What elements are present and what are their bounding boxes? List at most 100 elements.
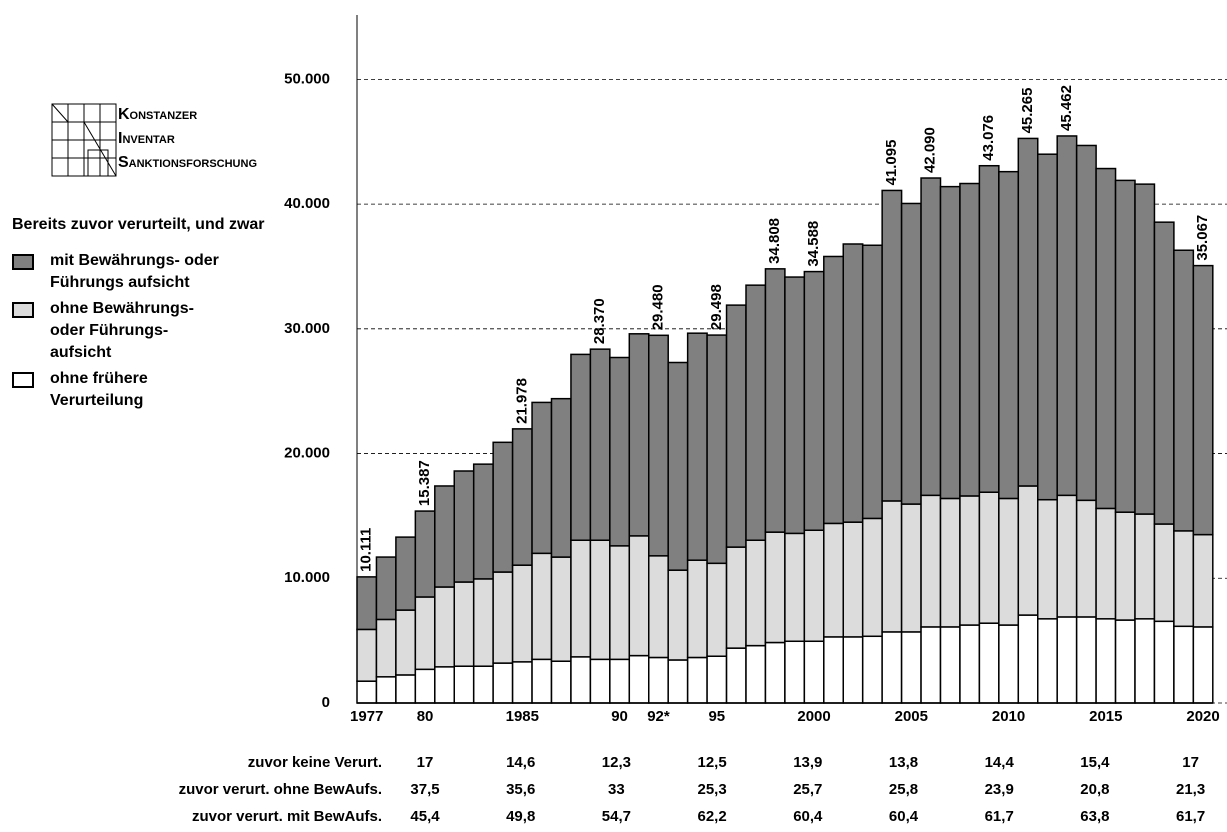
bar-segment (648, 555, 669, 659)
logo: Konstanzer Inventar Sanktionsforschung (118, 103, 257, 175)
bar-segment (706, 334, 728, 565)
bar-segment (589, 539, 611, 661)
bar-segment (998, 170, 1020, 500)
bar-segment (861, 517, 883, 638)
bar-segment (667, 659, 689, 704)
bar-segment (725, 304, 747, 548)
bar-segment (706, 562, 728, 657)
bar-segment (686, 656, 708, 704)
bar-segment (861, 244, 883, 520)
table-cell: 15,4 (1080, 754, 1110, 771)
bar-segment (959, 182, 981, 497)
total-label: 45.265 (1019, 88, 1036, 134)
bar-segment (764, 268, 786, 533)
bar-segment (1095, 167, 1117, 510)
bar-segment (745, 284, 767, 541)
logo-line: Sanktionsforschung (118, 154, 258, 171)
bar-segment (356, 680, 378, 704)
legend-swatch (12, 254, 34, 270)
y-tick-label: 40.000 (284, 195, 330, 212)
bar-segment (900, 202, 922, 505)
total-label: 34.588 (805, 221, 822, 267)
bar-segment (1114, 619, 1136, 704)
bar-segment (978, 491, 1000, 624)
bar-segment (395, 609, 417, 676)
bar-segment (1114, 179, 1136, 513)
bar-segment (900, 631, 922, 704)
total-label: 21.978 (513, 378, 530, 424)
bar-segment (570, 539, 592, 658)
bar-segment (900, 503, 922, 633)
bar-segment (1075, 144, 1097, 502)
x-tick-label: 1977 (350, 708, 383, 725)
bar-segment (531, 401, 553, 555)
bar-segment (1153, 221, 1175, 525)
bar-segment (1017, 485, 1039, 616)
bar-segment (1037, 498, 1058, 620)
bar-segment (395, 674, 417, 704)
bar-segment (511, 428, 533, 566)
bar-segment (609, 545, 631, 661)
bar-segment (803, 270, 825, 532)
table-cell: 25,7 (793, 781, 822, 798)
total-label: 29.480 (649, 284, 666, 330)
logo-icon (51, 103, 117, 177)
legend-label: ohne frühere Verurteilung (50, 370, 148, 409)
bar-segment (920, 177, 942, 497)
bar-segment (453, 581, 475, 667)
bar-segment (959, 624, 981, 704)
bar-segment (434, 666, 455, 704)
bar-segment (492, 571, 514, 664)
y-tick-label: 20.000 (284, 445, 330, 462)
bar-segment (998, 497, 1020, 626)
bar-segment (764, 641, 786, 704)
bar-segment (589, 348, 611, 541)
bar-segment (648, 656, 669, 704)
bar-segment (784, 276, 806, 535)
bar-segment (453, 665, 475, 704)
table-row-label: zuvor verurt. mit BewAufs. (192, 808, 382, 825)
bar-segment (842, 636, 864, 704)
x-tick-label: 95 (708, 708, 725, 725)
y-tick-label: 10.000 (284, 569, 330, 586)
table-cell: 49,8 (506, 808, 535, 825)
x-tick-label: 1985 (506, 708, 539, 725)
bar-segment (1056, 616, 1078, 704)
bar-segment (725, 546, 747, 649)
bar-segment (842, 243, 864, 523)
table-cell: 54,7 (602, 808, 631, 825)
bar-segment (784, 532, 806, 643)
bar-segment (823, 522, 844, 638)
total-label: 10.111 (358, 528, 375, 572)
bar-segment (414, 510, 436, 598)
bar-segment (1075, 616, 1097, 704)
table-cell: 60,4 (889, 808, 919, 825)
bar-segment (1037, 153, 1058, 501)
total-label: 41.095 (883, 140, 900, 186)
table-cell: 60,4 (793, 808, 823, 825)
bar-segment (1153, 523, 1175, 623)
y-tick-label: 0 (322, 694, 330, 711)
bar-segment (375, 618, 397, 678)
x-tick-label: 90 (611, 708, 628, 725)
table-cell: 17 (417, 754, 434, 771)
legend-entry: mit Bewährungs- oder Führungs aufsicht (12, 250, 220, 294)
table-cell: 13,9 (793, 754, 822, 771)
bar-segment (356, 628, 378, 682)
legend-label: ohne Bewährungs- oder Führungs- aufsicht (50, 300, 195, 361)
bar-segment (511, 661, 533, 704)
bar-segment (570, 656, 592, 704)
bar-segment (939, 626, 961, 704)
table-cell: 23,9 (985, 781, 1014, 798)
bar-segment (959, 495, 981, 626)
legend-title: Bereits zuvor verurteilt, und zwar (12, 216, 265, 233)
bar-segment (686, 559, 708, 659)
total-label: 35.067 (1194, 215, 1211, 261)
bar-segment (1095, 507, 1117, 620)
bar-segment (531, 552, 553, 661)
bar-segment (609, 356, 631, 547)
bar-segment (1114, 511, 1136, 621)
bar-segment (1173, 625, 1195, 704)
